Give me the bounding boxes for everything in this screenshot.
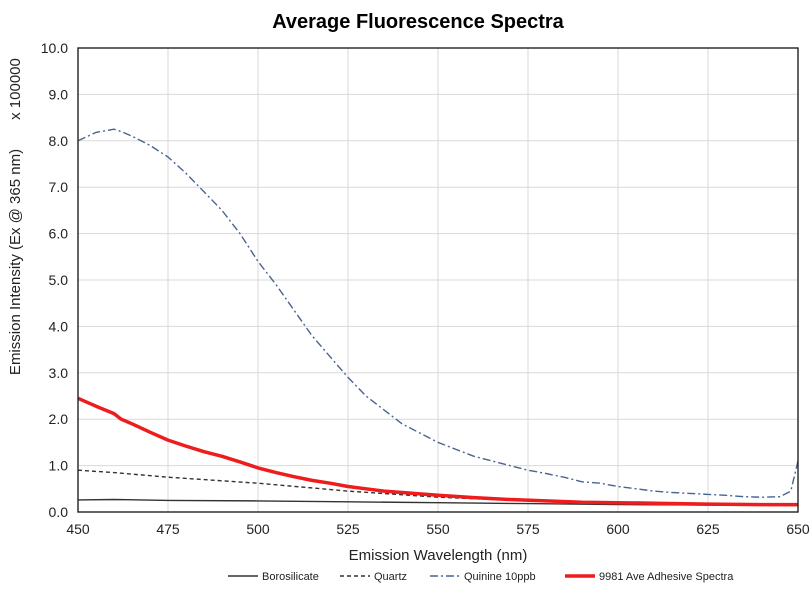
x-tick-label: 450 xyxy=(66,521,90,537)
y-tick-label: 8.0 xyxy=(49,133,69,149)
y-tick-label: 3.0 xyxy=(49,365,69,381)
chart-title: Average Fluorescence Spectra xyxy=(272,11,564,33)
y-tick-label: 0.0 xyxy=(49,504,69,520)
y-tick-label: 5.0 xyxy=(49,272,69,288)
legend-label: Quartz xyxy=(374,571,407,583)
x-axis-title: Emission Wavelength (nm) xyxy=(349,547,528,564)
y-tick-label: 10.0 xyxy=(41,40,68,56)
x-tick-label: 475 xyxy=(156,521,180,537)
y-tick-label: 7.0 xyxy=(49,179,69,195)
y-tick-label: 2.0 xyxy=(49,411,69,427)
series-line-9981-ave-adhesive-spectra xyxy=(77,396,798,507)
y-tick-label: 6.0 xyxy=(49,226,69,242)
legend-label: Borosilicate xyxy=(262,571,319,583)
x-tick-label: 625 xyxy=(696,521,720,537)
series-line-quinine-10ppb xyxy=(77,128,799,498)
x-tick-label: 600 xyxy=(606,521,630,537)
x-tick-label: 575 xyxy=(516,521,540,537)
x-tick-label: 500 xyxy=(246,521,270,537)
grid xyxy=(77,47,799,513)
y-tick-label: 4.0 xyxy=(49,318,69,334)
legend-label: 9981 Ave Adhesive Spectra xyxy=(599,571,734,583)
series-line-quartz xyxy=(77,469,799,506)
y-tick-label: 1.0 xyxy=(49,458,69,474)
x-tick-labels: 450 475 500 525 550 575 600 625 650 xyxy=(66,521,810,537)
series-layer xyxy=(77,128,799,507)
y-tick-labels: 0.0 1.0 2.0 3.0 4.0 5.0 6.0 7.0 8.0 9.0 10.0 xyxy=(41,40,68,520)
legend-label: Quinine 10ppb xyxy=(464,571,536,583)
x-tick-label: 525 xyxy=(336,521,360,537)
x-tick-label: 650 xyxy=(786,521,810,537)
x-tick-label: 550 xyxy=(426,521,450,537)
plot-frame xyxy=(77,47,799,513)
y-tick-label: 9.0 xyxy=(49,86,69,102)
y-multiplier-label: x 100000 xyxy=(7,58,24,120)
legend: Borosilicate Quartz Quinine 10ppb 9981 Ave … xyxy=(228,571,734,583)
y-axis-title: Emission Intensity (Ex @ 365 nm) xyxy=(7,149,24,375)
